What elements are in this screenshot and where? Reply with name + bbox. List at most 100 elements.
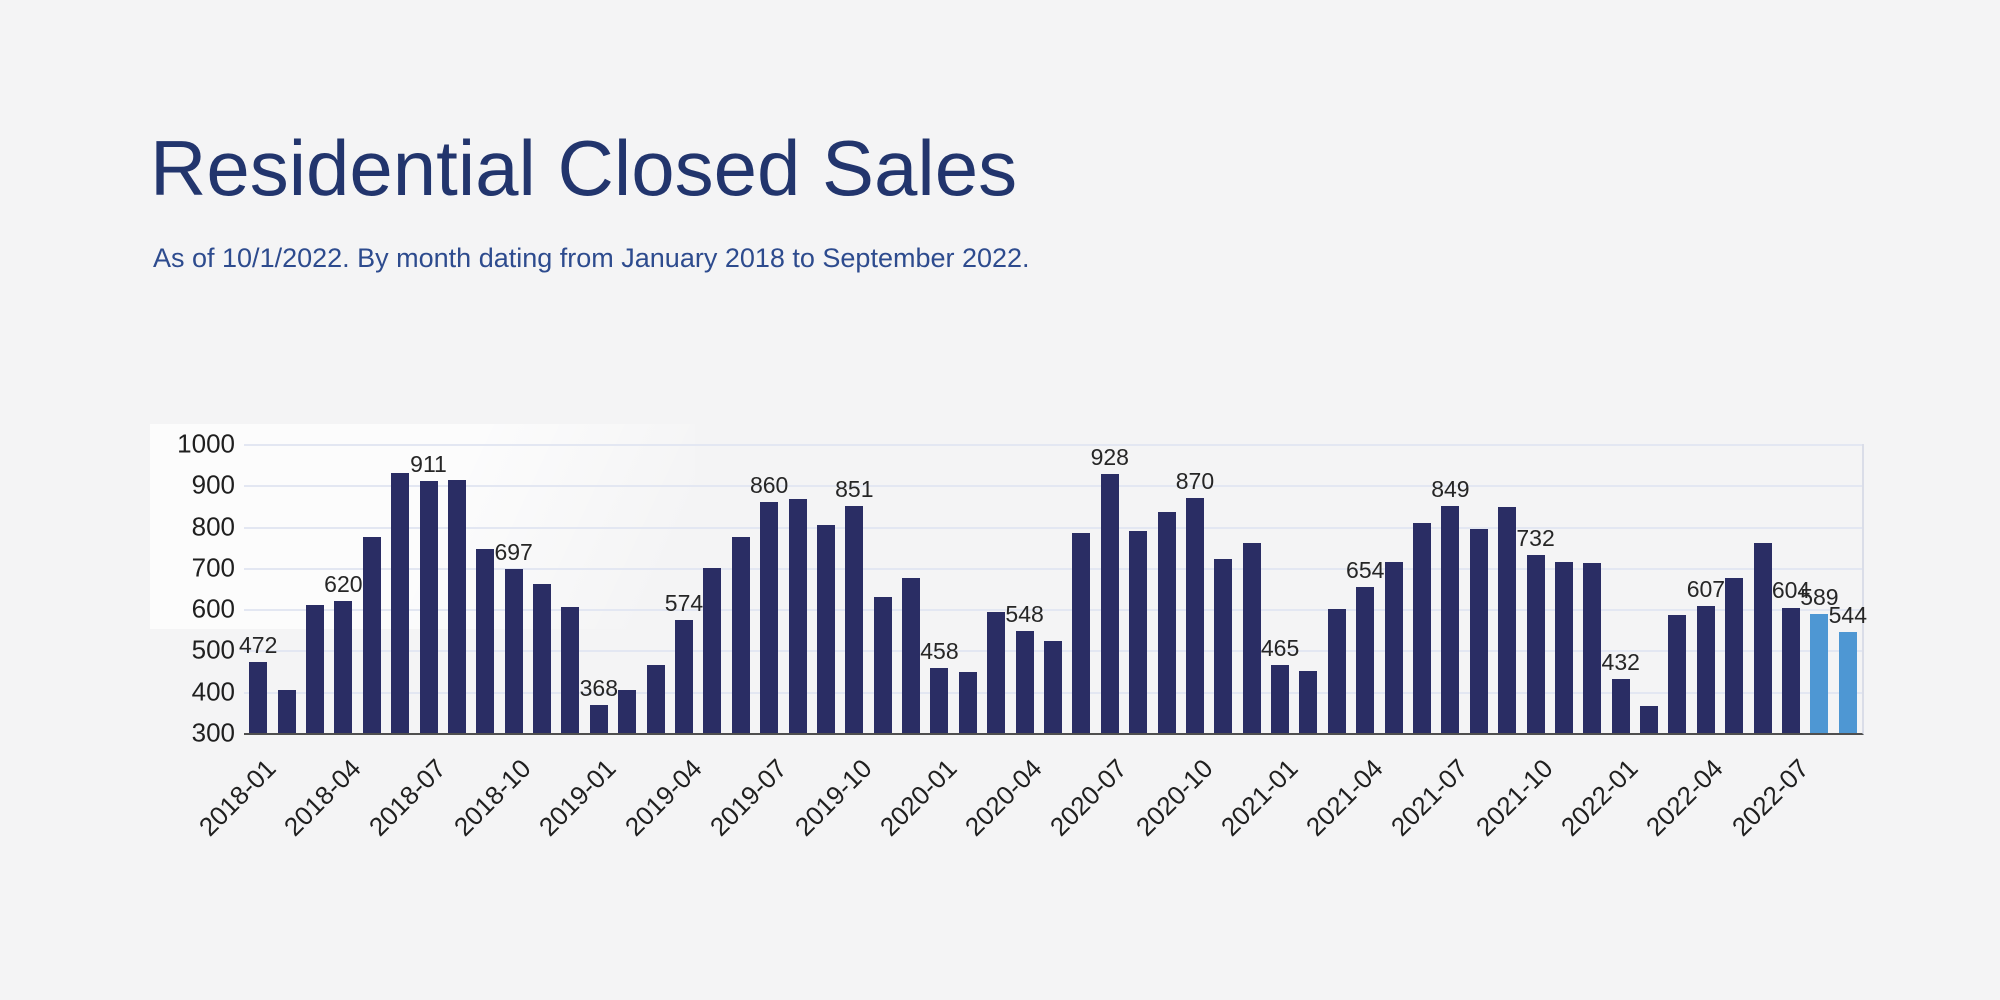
bar-value-label: 607 (1686, 576, 1726, 603)
bar-value-label: 620 (324, 570, 363, 597)
bar-2020-09 (1157, 512, 1176, 733)
bar-2021-05 (1384, 561, 1403, 733)
bar-2022-06 (1753, 543, 1772, 733)
x-tick-label: 2019-10 (788, 753, 878, 842)
bar-2018-01 (249, 662, 268, 733)
bar-2019-06 (731, 536, 750, 733)
bar-2020-12 (1242, 543, 1261, 733)
bar-2020-05 (1044, 640, 1062, 733)
bar-2018-05 (362, 536, 381, 733)
x-tick-label: 2022-01 (1555, 753, 1644, 842)
y-tick-label: 1000 (177, 428, 235, 459)
x-tick-label: 2019-07 (703, 753, 793, 842)
bar-value-label: 697 (494, 539, 533, 566)
bar-2020-06 (1072, 532, 1091, 733)
bar-2019-08 (788, 499, 807, 733)
bar-2022-03 (1668, 615, 1687, 733)
bar-2022-07 (1782, 607, 1801, 733)
bar-value-label: 544 (1828, 602, 1867, 629)
bar-2018-10 (504, 569, 523, 733)
bar-2018-12 (561, 607, 580, 733)
x-tick-label: 2018-10 (448, 753, 537, 842)
bar-2020-08 (1129, 530, 1148, 733)
bar-2018-07 (419, 480, 438, 733)
x-tick-label: 2018-07 (363, 753, 452, 842)
x-tick-label: 2019-04 (618, 753, 708, 842)
bar-2021-06 (1413, 523, 1432, 733)
y-tick-label: 600 (191, 593, 235, 624)
bar-2021-11 (1554, 561, 1573, 733)
x-tick-label: 2018-01 (192, 753, 282, 842)
bar-2018-03 (305, 605, 324, 733)
bar-value-label: 589 (1800, 583, 1839, 610)
bar-value-label: 368 (579, 674, 618, 701)
bar-2021-10 (1526, 554, 1545, 733)
bar-value-label: 870 (1175, 467, 1215, 494)
gridline (244, 567, 1862, 570)
bar-2022-02 (1640, 706, 1659, 733)
x-tick-label: 2021-04 (1299, 753, 1389, 842)
bar-2021-04 (1356, 586, 1375, 733)
bar-2019-05 (703, 567, 722, 733)
y-tick-label: 300 (191, 717, 235, 748)
bar-2020-02 (958, 671, 977, 733)
bar-2020-11 (1214, 558, 1233, 733)
bar-2019-10 (845, 505, 864, 733)
bar-value-label: 911 (410, 450, 447, 477)
bar-value-label: 432 (1601, 648, 1640, 675)
bar-value-label: 472 (239, 631, 278, 658)
bar-value-label: 654 (1346, 556, 1385, 583)
gridline (244, 485, 1862, 488)
bar-2019-02 (618, 689, 637, 733)
x-tick-label: 2020-10 (1129, 753, 1219, 842)
bar-value-label: 732 (1516, 524, 1555, 551)
bar-2018-04 (334, 600, 353, 733)
bar-2019-03 (646, 664, 665, 733)
y-axis: 300 400 500 600 700 800 900 1000 (145, 429, 235, 748)
bar-value-label: 849 (1431, 476, 1470, 503)
gridline (244, 526, 1862, 529)
y-tick-label: 400 (191, 676, 235, 707)
x-tick-label: 2018-04 (277, 753, 367, 842)
bar-2021-12 (1583, 562, 1602, 733)
bar-2021-02 (1299, 671, 1318, 733)
bar-2020-03 (987, 612, 1006, 733)
x-tick-label: 2019-01 (533, 753, 623, 842)
x-axis: 2018-01 2018-04 2018-07 2018-10 2019-01 2019-… (193, 737, 1864, 897)
y-tick-label: 500 (191, 634, 235, 665)
bar-2021-03 (1327, 609, 1346, 733)
bar-2019-04 (674, 619, 693, 733)
plot-area: 472 620 911 697 368 574 860 851 458 548 928 870 465 6… (239, 443, 1867, 735)
x-tick-label: 2021-07 (1384, 753, 1474, 842)
bar-2021-07 (1441, 506, 1460, 733)
bar-value-label: 574 (664, 589, 704, 616)
chart-title: Residential Closed Sales (150, 124, 1018, 212)
bar-2020-01 (930, 667, 949, 733)
bar-value-label: 851 (835, 475, 874, 502)
x-tick-label: 2021-10 (1470, 753, 1559, 842)
bar-2019-07 (760, 501, 779, 733)
bar-2022-09 (1838, 632, 1857, 733)
bar-2022-04 (1696, 606, 1715, 733)
x-tick-label: 2020-01 (873, 753, 963, 842)
bar-2018-02 (277, 689, 296, 733)
gridline (244, 609, 1862, 612)
bar-2020-07 (1100, 473, 1119, 733)
bar-value-label: 928 (1090, 443, 1129, 470)
x-tick-label: 2021-01 (1214, 753, 1304, 842)
bar-2018-09 (476, 549, 495, 733)
bar-value-label: 860 (749, 471, 789, 498)
bar-2021-08 (1469, 528, 1488, 733)
x-tick-label: 2022-07 (1725, 753, 1815, 842)
bar-value-label: 548 (1005, 600, 1044, 627)
x-tick-label: 2020-04 (959, 753, 1048, 842)
bar-2019-01 (589, 704, 608, 733)
bar-2019-09 (816, 524, 835, 733)
bar-2021-09 (1498, 506, 1517, 733)
bar-2022-01 (1611, 678, 1630, 733)
bar-value-label: 465 (1260, 634, 1300, 661)
bar-value-label: 458 (920, 637, 959, 664)
bar-2021-01 (1271, 664, 1290, 733)
y-tick-label: 900 (191, 469, 235, 500)
